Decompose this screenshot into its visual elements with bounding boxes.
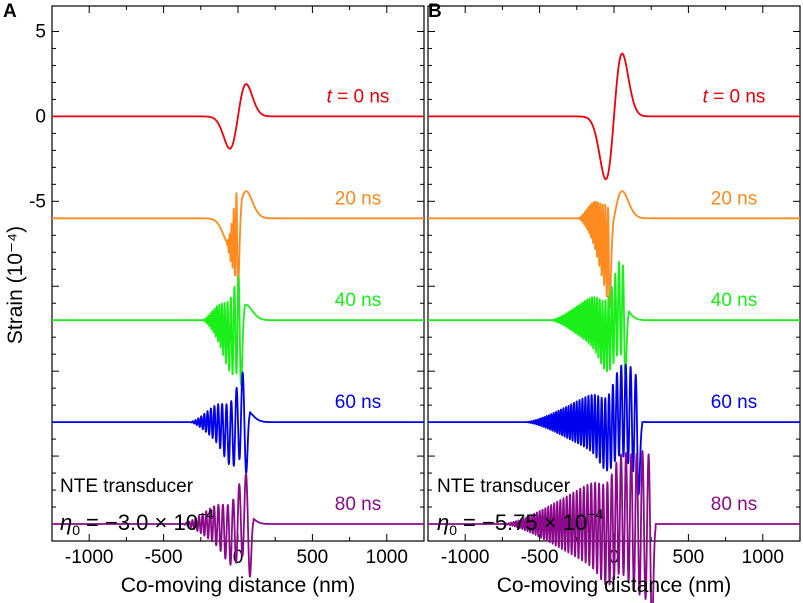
series-line-20ns (427, 190, 801, 309)
panel-a-x-axis-title: Co-moving distance (nm) (121, 574, 356, 597)
series-line-0ns (51, 83, 425, 150)
panel-b-eta-exponent: −4 (587, 506, 603, 522)
panel-a-eta-subscript: 0 (72, 522, 80, 538)
y-tick-label: -5 (29, 191, 46, 212)
panel-b-x-ticks: -1000 -500 0 500 1000 (441, 6, 784, 568)
panel-a-eta-value: = −3.0 × 10 (86, 510, 198, 535)
y-tick-label: 5 (35, 21, 46, 42)
series-label-80ns: 80 ns (711, 494, 757, 515)
series-label-text: 80 ns (711, 494, 757, 515)
x-tick-label: -1000 (441, 547, 490, 568)
panel-a: A 5 0 -5 -1000 -500 0 500 1000 t = 0 ns 20 ns 40… (3, 1, 425, 597)
series-label-0ns: t = 0 ns (703, 86, 766, 107)
y-axis-title: Strain (10⁻⁴) (4, 226, 27, 344)
x-tick-label: -1000 (65, 547, 114, 568)
panel-b-eta: η0 = −5.75 × 10−4 (437, 506, 603, 538)
series-line-80ns (51, 472, 425, 578)
series-label-0ns: t = 0 ns (327, 86, 390, 107)
panel-a-letter: A (3, 1, 17, 22)
series-label-variable: t (327, 86, 333, 107)
series-label-variable: t (703, 86, 709, 107)
panel-a-eta-symbol: η (60, 510, 72, 535)
series-label-40ns: 40 ns (335, 290, 381, 311)
series-label-60ns: 60 ns (335, 392, 381, 413)
series-line-0ns (427, 52, 801, 181)
x-tick-label: -500 (145, 547, 183, 568)
series-line-40ns (427, 260, 801, 376)
x-tick-label: 0 (233, 547, 244, 568)
panel-a-eta: η0 = −3.0 × 10−4 (60, 506, 214, 538)
panel-a-eta-exponent: −4 (198, 506, 214, 522)
panel-b-curves (427, 52, 801, 603)
series-label-text: 80 ns (335, 494, 381, 515)
series-label-text: = 0 ns (332, 86, 390, 107)
series-label-text: 60 ns (335, 392, 381, 413)
series-label-text: 60 ns (711, 392, 757, 413)
series-line-60ns (427, 363, 801, 496)
panel-a-annotation: NTE transducer (60, 476, 194, 497)
x-tick-label: -500 (521, 547, 559, 568)
panel-b-eta-subscript: 0 (449, 522, 457, 538)
panel-a-y-ticks: 5 0 -5 (29, 21, 424, 542)
series-label-80ns: 80 ns (335, 494, 381, 515)
x-tick-label: 1000 (742, 547, 784, 568)
series-label-text: = 0 ns (708, 86, 766, 107)
series-line-80ns (427, 450, 801, 603)
panel-b-eta-symbol: η (437, 510, 449, 535)
x-tick-label: 1000 (366, 547, 408, 568)
series-label-text: 40 ns (711, 290, 757, 311)
panel-b-annotation: NTE transducer (437, 476, 571, 497)
panel-b-eta-value: = −5.75 × 10 (463, 510, 587, 535)
y-tick-label: 0 (35, 106, 46, 127)
x-tick-label: 500 (297, 547, 329, 568)
series-label-text: 40 ns (335, 290, 381, 311)
x-tick-label: 500 (673, 547, 705, 568)
series-label-text: 20 ns (335, 188, 381, 209)
panel-a-series-labels: t = 0 ns 20 ns 40 ns 60 ns 80 ns (327, 86, 390, 515)
panel-b-series-labels: t = 0 ns 20 ns 40 ns 60 ns 80 ns (703, 86, 766, 515)
series-label-20ns: 20 ns (711, 188, 757, 209)
panel-b-letter: B (428, 1, 442, 22)
series-line-40ns (51, 275, 425, 386)
series-label-text: 20 ns (711, 188, 757, 209)
panel-b: B -1000 -500 0 500 1000 t = 0 ns 20 ns 40 ns 60… (427, 1, 801, 603)
series-label-60ns: 60 ns (711, 392, 757, 413)
panel-a-curves (51, 83, 425, 578)
series-line-60ns (51, 371, 425, 474)
series-label-40ns: 40 ns (711, 290, 757, 311)
series-label-20ns: 20 ns (335, 188, 381, 209)
panel-b-x-axis-title: Co-moving distance (nm) (497, 574, 732, 597)
